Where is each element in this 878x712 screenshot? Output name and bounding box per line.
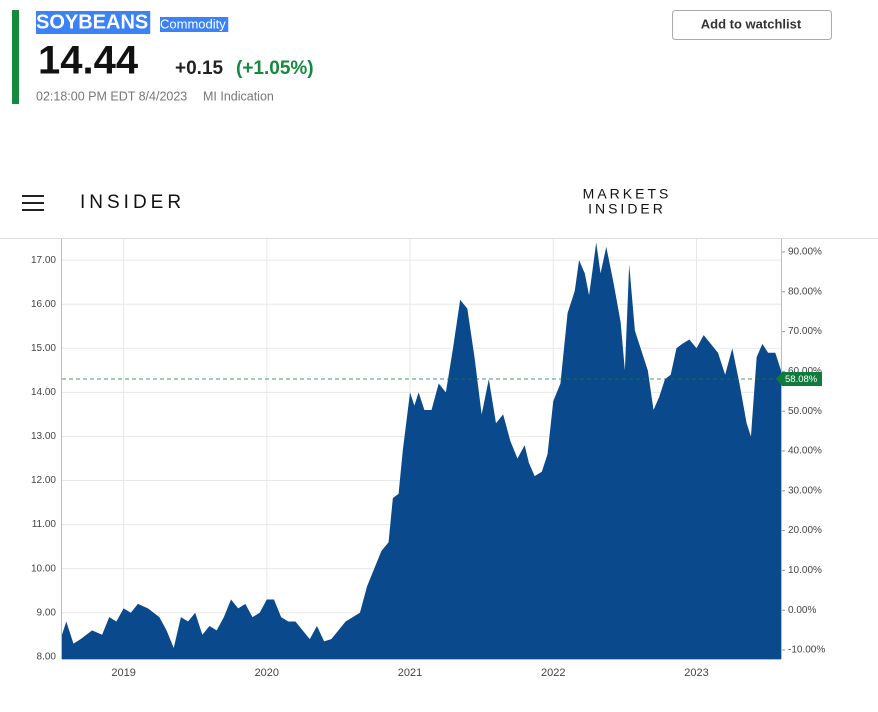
y2-tick-label: -10.00%	[788, 645, 825, 656]
chart: 8.00 9.00 10.00 11.00 12.00 13.00 14.00 15.00 16…	[31, 239, 825, 679]
source: MI Indication	[203, 89, 274, 103]
x-tick-label: 2023	[684, 667, 708, 679]
watchlist-button-label[interactable]: Add to watchlist	[701, 16, 802, 31]
y2-tick-label: 40.00%	[788, 446, 822, 457]
y2-tick-label: 80.00%	[788, 286, 822, 297]
y-tick-label: 15.00	[31, 343, 56, 354]
y-tick-label: 13.00	[31, 431, 56, 442]
watchlist-button[interactable]	[672, 10, 832, 40]
y2-tick-label: 20.00%	[788, 525, 822, 536]
y-tick-label: 17.00	[31, 255, 56, 266]
y-tick-label: 11.00	[32, 519, 57, 530]
selection	[160, 17, 229, 32]
accent-bar	[12, 10, 19, 104]
price: 14.44	[38, 39, 139, 83]
x-tick-label: 2019	[111, 667, 135, 679]
change: +0.15	[175, 58, 224, 79]
y-tick-label: 12.00	[31, 475, 56, 486]
y2-tick-label: 10.00%	[788, 565, 822, 576]
instrument-type: Commodity	[160, 16, 226, 31]
x-tick-label: 2021	[398, 667, 422, 679]
y2-tick-label: 70.00%	[788, 326, 822, 337]
instrument-name: SOYBEANS	[36, 11, 148, 33]
area	[62, 242, 781, 660]
current-label: 58.08%	[785, 374, 818, 385]
y-tick-label: 8.00	[37, 651, 57, 662]
y2-tick-label: 60.00%	[788, 366, 822, 377]
menu-icon[interactable]	[22, 195, 44, 211]
selection	[36, 11, 151, 34]
timestamp: 02:18:00 PM EDT 8/4/2023	[36, 89, 187, 103]
y-tick-label: 16.00	[31, 299, 56, 310]
y2-tick-label: 0.00%	[788, 605, 816, 616]
logo[interactable]: INSIDER	[80, 192, 185, 213]
x-tick-label: 2020	[255, 667, 279, 679]
y-tick-label: 9.00	[37, 607, 57, 618]
x-tick-label: 2022	[541, 667, 565, 679]
change-percent: (+1.05%)	[236, 58, 314, 79]
brand-top: MARKETS	[583, 186, 672, 202]
current-badge	[776, 372, 822, 387]
y2-tick-label: 30.00%	[788, 485, 822, 496]
y2-tick-label: 90.00%	[788, 247, 822, 258]
y-tick-label: 10.00	[31, 563, 56, 574]
brand-bottom: INSIDER	[588, 201, 666, 217]
y-tick-label: 14.00	[31, 387, 56, 398]
y2-tick-label: 50.00%	[788, 406, 822, 417]
